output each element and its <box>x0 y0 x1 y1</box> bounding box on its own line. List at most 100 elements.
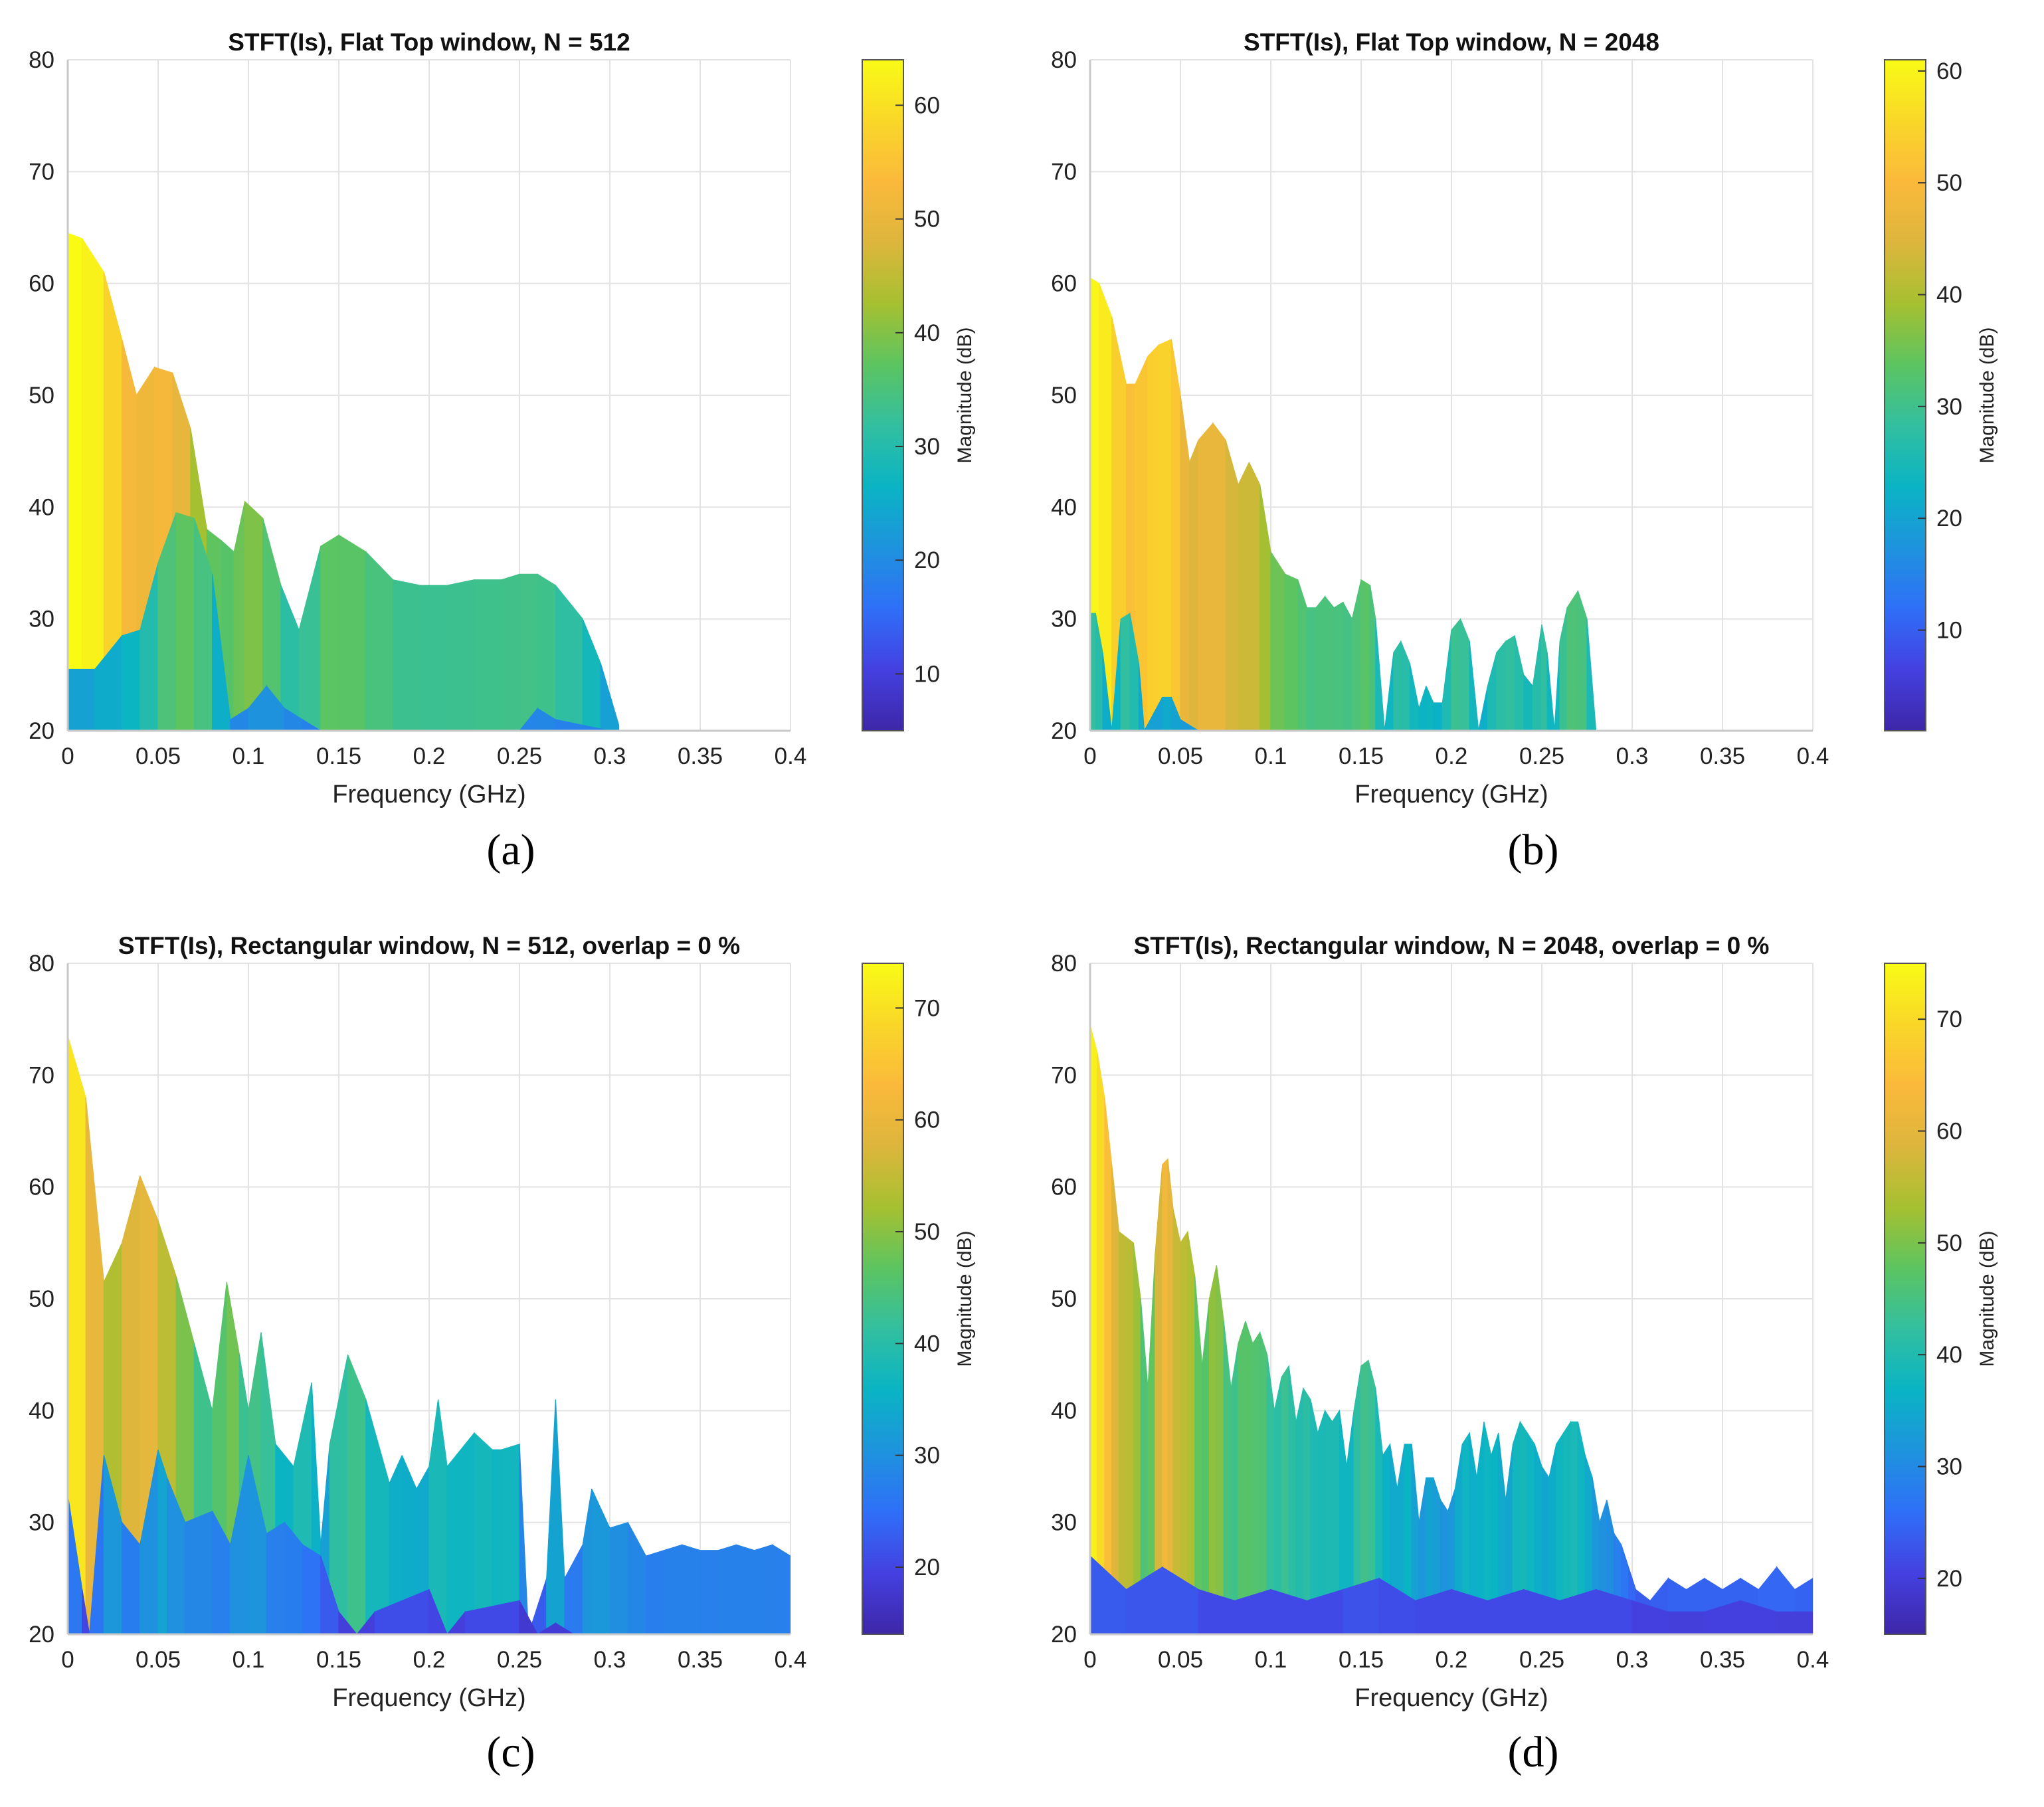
x-tick-label: 0.2 <box>413 1647 446 1673</box>
surface-segment <box>1393 640 1402 731</box>
surface-segment <box>772 1544 790 1634</box>
series-lower-envelope <box>68 1450 575 1634</box>
panel-label-b: (b) <box>1507 826 1559 874</box>
y-tick-label: 40 <box>1051 494 1077 520</box>
surface-segment <box>1097 1052 1105 1634</box>
surface-segment <box>302 1544 322 1634</box>
colorbar-tick-label: 20 <box>1936 506 1962 531</box>
surface-segment <box>682 1544 701 1634</box>
colorbar <box>862 963 904 1635</box>
colorbar-label: Magnitude (dB) <box>1976 327 1998 463</box>
surface-segment <box>1566 589 1579 731</box>
surface-segment <box>1180 719 1200 731</box>
surface-segment <box>122 629 141 731</box>
surface-segment <box>419 585 448 731</box>
colorbar-tick-label: 50 <box>914 207 940 233</box>
surface-segment <box>699 1550 719 1634</box>
surface-segment <box>1111 1164 1120 1634</box>
surface-segment <box>1230 1343 1239 1634</box>
surface-segment <box>1238 1321 1246 1634</box>
surface-segment <box>555 719 610 731</box>
surface-segment <box>519 1600 538 1634</box>
y-tick-label: 60 <box>29 1175 54 1200</box>
surface-segment <box>1198 422 1214 731</box>
panel-label-a: (a) <box>486 826 535 874</box>
surface-segment <box>1180 1230 1188 1634</box>
y-tick-label: 70 <box>29 159 54 185</box>
surface-segment <box>1102 652 1113 731</box>
data-surface <box>68 1036 790 1634</box>
surface-segment <box>338 1610 357 1634</box>
surface-segment <box>1120 613 1131 731</box>
colorbar-tick-label: 40 <box>914 1331 940 1357</box>
surface-segment <box>1245 1321 1254 1634</box>
colorbar-tick-label: 40 <box>1936 282 1962 308</box>
series-lower-envelope <box>1090 613 1200 731</box>
y-tick-label: 70 <box>29 1062 54 1088</box>
surface-segment <box>185 1510 213 1634</box>
y-tick-label: 60 <box>1051 1175 1077 1200</box>
surface-segment <box>1297 579 1307 731</box>
surface-segment <box>1343 602 1352 731</box>
surface-segment <box>1469 641 1479 731</box>
surface-segment <box>1172 1209 1181 1634</box>
surface-segment <box>1360 579 1371 731</box>
surface-segment <box>600 663 620 731</box>
series-upper-envelope <box>1090 1024 1813 1634</box>
colorbar-tick-label: 30 <box>1936 1454 1962 1480</box>
surface-segment <box>1170 339 1181 731</box>
y-tick-label: 50 <box>29 383 54 409</box>
chart-d: 0 0.05 0.1 0.15 0.2 0.25 0.3 0.35 0.4 20 30 40 50 60 7… <box>1051 932 1998 1712</box>
surface-segment <box>555 1622 575 1634</box>
x-axis-label: Frequency (GHz) <box>332 1684 525 1712</box>
data-surface <box>68 233 620 731</box>
colorbar-tick-label: 10 <box>1936 618 1962 644</box>
surface-segment <box>1333 601 1344 731</box>
surface-segment <box>365 551 394 731</box>
y-tick-label: 50 <box>1051 1286 1077 1312</box>
colorbar-tick-label: 50 <box>914 1219 940 1245</box>
surface-segment <box>1118 1230 1127 1634</box>
x-tick-label: 0.2 <box>413 743 446 769</box>
y-tick-label: 30 <box>29 607 54 632</box>
surface-segment <box>609 1521 628 1634</box>
x-tick-label: 0 <box>61 743 74 769</box>
x-tick-label: 0 <box>1083 743 1096 769</box>
y-tick-label: 40 <box>29 494 54 520</box>
surface-segment <box>446 579 475 731</box>
panel-label-c: (c) <box>486 1728 535 1776</box>
surface-segment <box>753 1544 773 1634</box>
surface-segment <box>175 512 195 731</box>
surface-segment <box>1306 607 1317 731</box>
surface-segment <box>1270 550 1286 731</box>
surface-segment <box>1216 1265 1224 1634</box>
y-tick-label: 60 <box>29 271 54 297</box>
surface-segment <box>1138 663 1145 731</box>
panel-d: 0 0.05 0.1 0.15 0.2 0.25 0.3 0.35 0.4 20 30 40 50 60 7… <box>1022 904 2044 1807</box>
surface-segment <box>1162 696 1172 731</box>
surface-segment <box>1259 1332 1268 1634</box>
colorbar-tick-label: 60 <box>914 1107 940 1133</box>
x-axis-label: Frequency (GHz) <box>332 781 525 808</box>
x-tick-label: 0.3 <box>1616 743 1649 769</box>
x-tick-label: 0.4 <box>775 1647 807 1673</box>
x-tick-label: 0.35 <box>678 743 723 769</box>
surface-segment <box>1496 640 1507 731</box>
surface-segment <box>1303 1386 1311 1634</box>
chart-c: 0 0.05 0.1 0.15 0.2 0.25 0.3 0.35 0.4 20 30 40 50 60 7… <box>29 932 976 1712</box>
x-tick-label: 0.15 <box>316 1647 361 1673</box>
surface-segment <box>1133 1242 1141 1634</box>
surface-segment <box>320 534 339 731</box>
x-tick-label: 0.3 <box>1616 1647 1649 1673</box>
colorbar-tick-label: 30 <box>914 434 940 460</box>
x-tick-label: 0.05 <box>136 743 181 769</box>
x-tick-label: 0.15 <box>1339 743 1384 769</box>
surface-segment <box>1212 422 1226 731</box>
surface-segment <box>1225 440 1239 731</box>
surface-segment <box>1187 1231 1196 1634</box>
surface-segment <box>347 1354 367 1634</box>
series-upper-envelope <box>1090 277 1597 731</box>
x-tick-label: 0.1 <box>1255 743 1287 769</box>
panel-a: 0 0.05 0.1 0.15 0.2 0.25 0.3 0.35 0.4 20 30 40 50 60 7… <box>0 0 1022 904</box>
x-tick-label: 0.15 <box>1339 1647 1384 1673</box>
